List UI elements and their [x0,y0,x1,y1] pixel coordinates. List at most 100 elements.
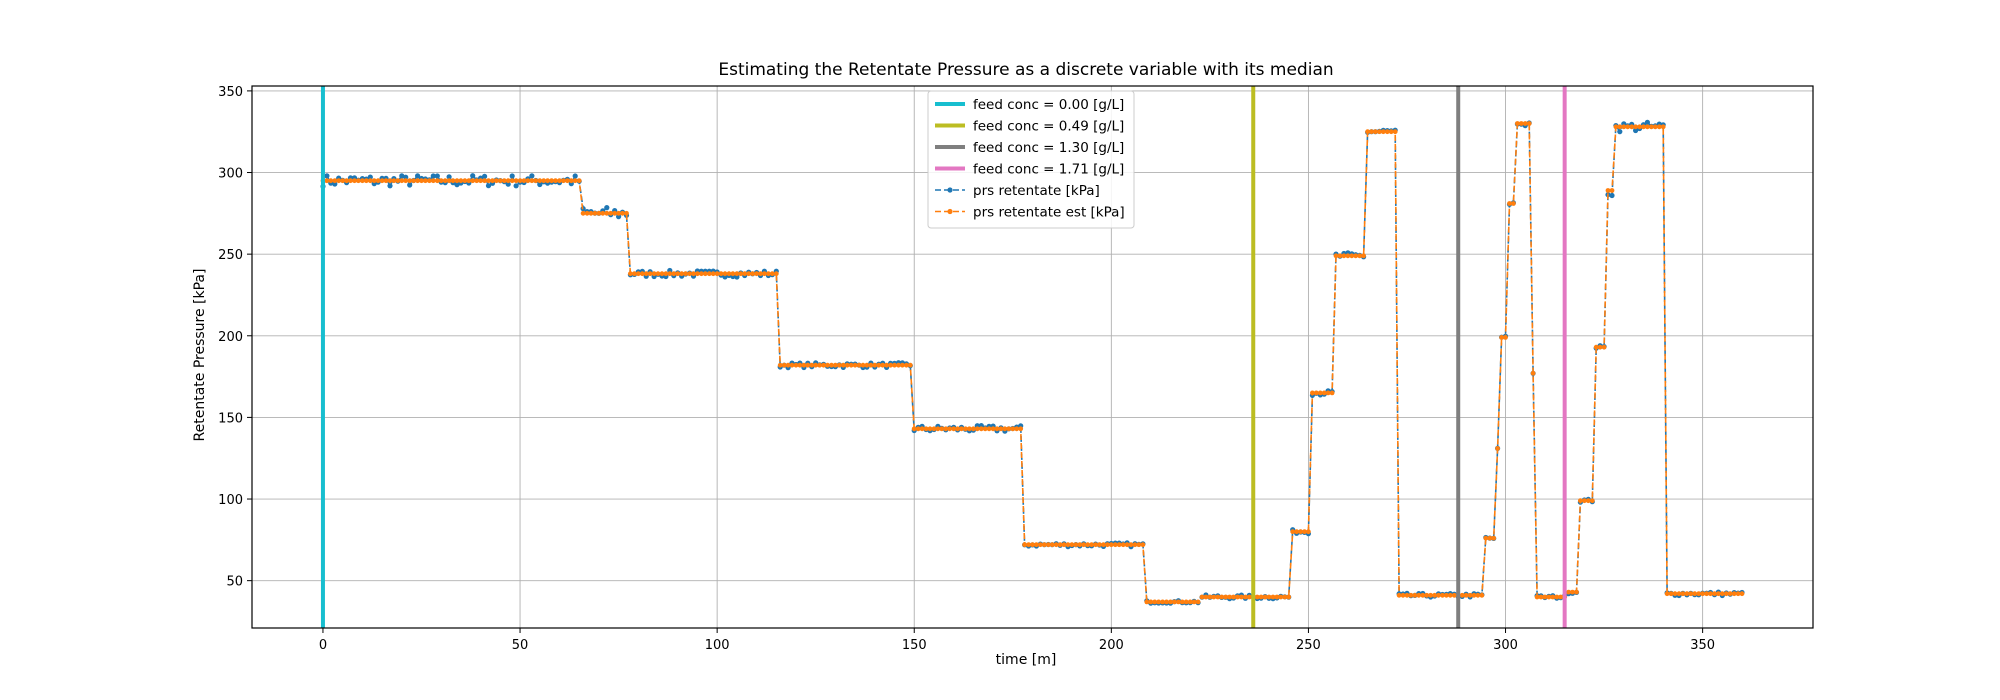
series-point-1 [1325,390,1331,396]
series-point-1 [1243,594,1248,600]
series-point-1 [505,178,511,184]
series-point-1 [927,426,933,432]
series-point-1 [718,271,724,277]
y-tick-label: 250 [218,248,243,263]
series-point-1 [1073,542,1079,548]
series-point-1 [1483,535,1489,541]
series-point-1 [797,362,803,368]
series-point-1 [971,426,976,432]
series-point-1 [1546,594,1552,600]
series-point-0 [324,173,330,179]
series-point-1 [848,362,854,368]
series-point-0 [415,173,421,179]
series-point-1 [1428,592,1433,598]
series-point-1 [659,271,665,277]
series-point-1 [651,271,657,277]
series-point-1 [1377,129,1382,135]
series-point-1 [612,210,618,216]
series-point-1 [620,210,625,216]
series-point-1 [813,362,819,368]
series-point-1 [1294,529,1299,535]
series-point-0 [604,205,610,211]
series-point-1 [391,178,397,184]
series-point-0 [403,174,409,180]
series-point-1 [1633,124,1638,130]
series-point-1 [561,178,566,184]
series-point-1 [407,178,413,184]
series-point-1 [1432,592,1437,598]
series-point-1 [1357,253,1363,259]
series-point-1 [1503,335,1508,340]
series-point-1 [1290,529,1296,535]
series-point-0 [454,182,460,188]
series-point-0 [367,174,373,180]
series-point-1 [947,426,953,432]
series-point-1 [363,178,369,184]
series-point-0 [1644,119,1650,125]
series-point-1 [1471,592,1477,598]
series-point-1 [840,362,846,368]
series-point-1 [1534,594,1540,600]
series-point-1 [1207,594,1213,600]
series-point-1 [1420,592,1426,598]
series-point-1 [1408,592,1414,598]
series-point-1 [1392,129,1398,135]
series-point-1 [892,362,897,368]
series-point-1 [1183,599,1189,605]
series-point-1 [1278,594,1284,600]
series-point-1 [1006,426,1012,432]
series-point-1 [1688,591,1694,597]
series-point-1 [931,426,937,432]
series-point-1 [1554,594,1560,600]
series-point-1 [710,271,716,277]
series-point-1 [1014,426,1020,432]
series-point-1 [683,271,688,277]
series-point-1 [1684,591,1690,597]
series-point-1 [1057,542,1063,548]
series-point-1 [336,178,342,184]
series-point-1 [340,178,346,184]
series-point-1 [1136,542,1142,548]
series-point-1 [1053,542,1059,548]
series-point-1 [1566,589,1571,595]
series-point-1 [1203,594,1209,600]
series-point-1 [1317,390,1323,396]
series-point-1 [1605,188,1611,193]
series-point-1 [1345,253,1351,259]
series-point-1 [754,271,759,277]
series-point-1 [360,178,365,184]
series-point-1 [1341,253,1347,259]
series-point-1 [1656,124,1662,130]
series-point-1 [734,271,740,277]
series-point-1 [379,178,385,184]
series-point-1 [1459,592,1465,598]
series-point-1 [773,271,779,277]
series-point-1 [1570,589,1575,595]
chart-title: Estimating the Retentate Pressure as a d… [718,60,1333,80]
series-point-1 [1266,594,1272,600]
series-point-1 [801,362,807,368]
y-tick-label: 50 [226,575,243,590]
series-point-1 [1105,542,1110,548]
series-point-0 [482,173,488,179]
series-point-1 [596,210,602,216]
series-point-1 [1451,592,1457,598]
series-point-1 [1081,542,1087,548]
series-point-1 [430,178,436,184]
series-point-1 [860,362,866,368]
series-point-1 [1179,599,1185,605]
series-point-1 [470,178,476,184]
series-point-1 [706,271,712,277]
series-point-1 [1558,594,1564,600]
series-point-1 [1282,594,1288,600]
series-point-1 [1258,594,1264,600]
series-point-1 [1582,498,1587,504]
legend-marker [947,187,953,193]
series-point-1 [399,178,405,184]
series-point-1 [1672,591,1678,597]
series-point-1 [872,362,878,368]
series-point-1 [1085,542,1091,548]
series-point-1 [529,178,535,184]
x-tick-label: 50 [512,638,529,653]
series-point-1 [1093,542,1098,548]
